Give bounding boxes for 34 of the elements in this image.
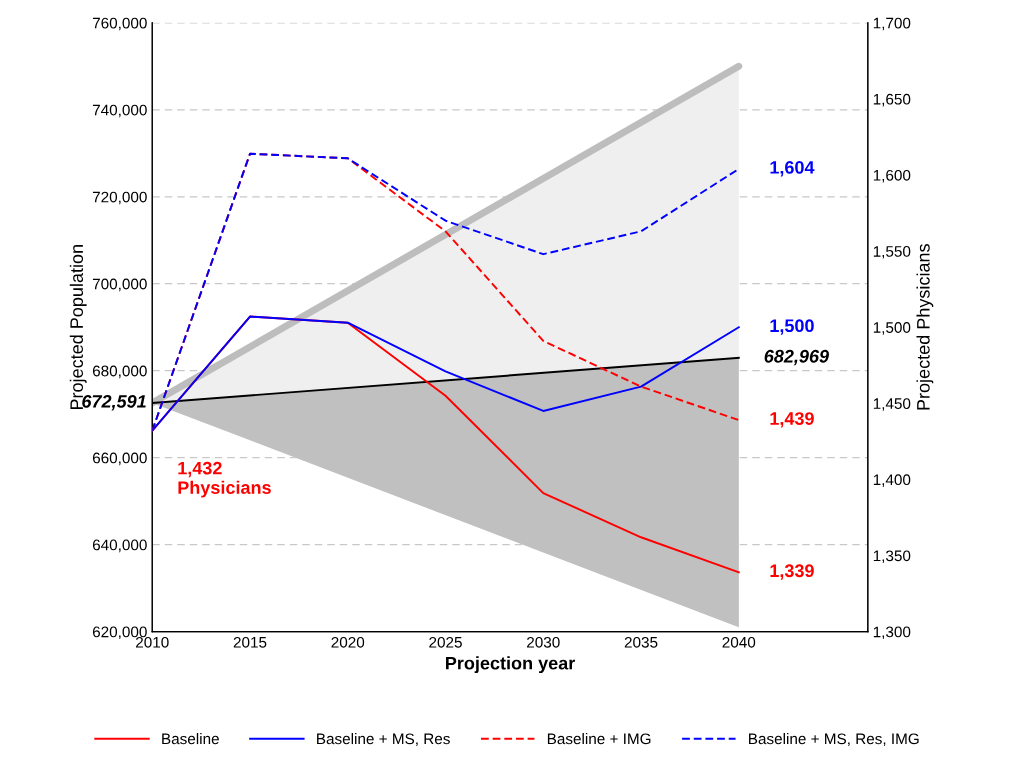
- legend-label: Baseline + MS, Res: [317, 733, 450, 747]
- data-label: 1,439: [770, 412, 814, 428]
- data-label: 1,500: [770, 319, 814, 335]
- y-tick-label: 680,000: [92, 365, 147, 379]
- y2-tick-label: 1,500: [873, 322, 911, 335]
- y2-tick-label: 1,700: [873, 17, 911, 31]
- legend-label: Baseline + IMG: [547, 733, 651, 745]
- y-tick-label: 640,000: [92, 539, 147, 553]
- y2-tick-label: 1,450: [873, 398, 911, 411]
- legend-label: Baseline + MS, Res, IMG: [749, 733, 919, 747]
- data-label: 1,432 Physicians: [178, 461, 271, 498]
- x-tick-label: 2030: [527, 636, 560, 648]
- y-tick-label: 660,000: [92, 452, 147, 466]
- y-tick-label: 740,000: [92, 104, 147, 118]
- legend-label: Baseline: [162, 733, 219, 745]
- y2-tick-label: 1,600: [873, 169, 911, 183]
- x-tick-label: 2015: [233, 636, 267, 648]
- y-tick-label: 760,000: [92, 17, 147, 31]
- x-tick-label: 2025: [429, 636, 462, 648]
- y2-axis-title: Projected Physicians: [916, 244, 934, 410]
- y2-tick-label: 1,300: [873, 626, 911, 640]
- x-tick-label: 2035: [624, 636, 658, 648]
- x-axis-title: Projection year: [446, 656, 575, 674]
- y-tick-label: 720,000: [92, 191, 147, 205]
- x-tick-label: 2020: [331, 636, 365, 648]
- data-label: 1,604: [770, 161, 815, 177]
- data-label: 1,339: [770, 564, 814, 580]
- data-label: 682,969: [764, 349, 829, 366]
- y-tick-label: 700,000: [92, 278, 147, 292]
- x-tick-label: 2040: [722, 636, 756, 648]
- y2-tick-label: 1,350: [873, 550, 911, 564]
- y2-tick-label: 1,400: [873, 474, 911, 487]
- y2-tick-label: 1,650: [873, 93, 911, 107]
- y2-tick-label: 1,550: [873, 246, 911, 259]
